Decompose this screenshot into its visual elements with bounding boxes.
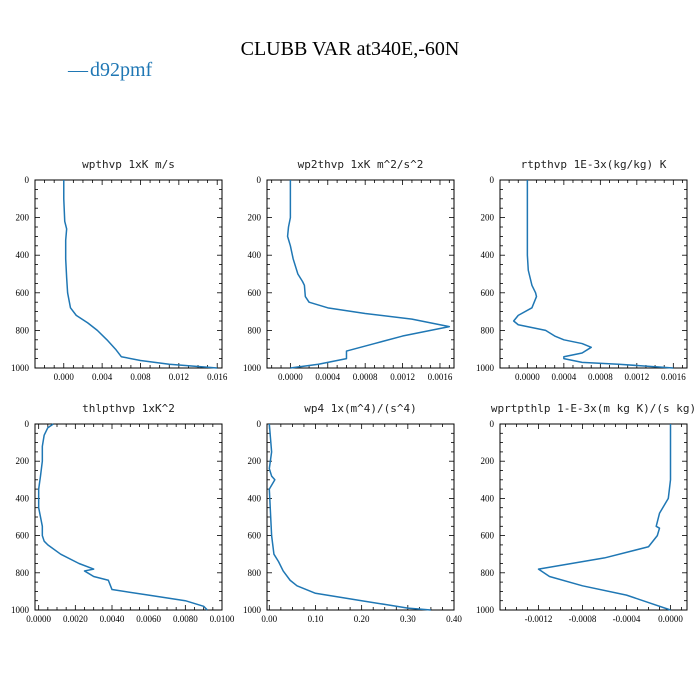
y-tick-label: 400 [481, 493, 495, 503]
x-tick-label: 0.0016 [661, 372, 686, 382]
x-tick-label: 0.004 [92, 372, 113, 382]
y-tick-label: 600 [481, 531, 495, 541]
panel-6: wprtpthlp 1-E-3x(m kg K)/(s kg) -0.0012 -0… [476, 402, 696, 624]
chart-panels: wpthvp 1xK m/s0.000 0.004 0.008 0.012 0.0160… [11, 158, 696, 624]
series-line [512, 180, 674, 369]
x-tick-label: 0.00 [261, 614, 277, 624]
y-tick-label: 0 [25, 419, 30, 429]
legend-marker: — [67, 59, 89, 81]
x-tick-label: 0.0040 [100, 614, 125, 624]
y-tick-label: 600 [16, 288, 30, 298]
y-tick-label: 400 [16, 250, 30, 260]
x-tick-label: 0.0100 [210, 614, 235, 624]
y-tick-label: 200 [481, 213, 495, 223]
x-tick-label: 0.0004 [551, 372, 576, 382]
x-tick-label: 0.0000 [278, 372, 303, 382]
x-tick-label: 0.40 [446, 614, 462, 624]
y-tick-label: 800 [481, 568, 495, 578]
x-tick-label: 0.0008 [353, 372, 378, 382]
x-tick-label: 0.0004 [315, 372, 340, 382]
x-tick-label: 0.0080 [173, 614, 198, 624]
y-tick-label: 800 [248, 325, 262, 335]
y-tick-label: 1000 [11, 605, 30, 615]
y-tick-label: 200 [16, 213, 30, 223]
y-tick-label: 0 [490, 419, 495, 429]
x-tick-label: 0.008 [130, 372, 151, 382]
panel-2: wp2thvp 1xK m^2/s^2 0.0000 0.0004 0.0008 0.0… [243, 158, 455, 382]
y-tick-label: 800 [248, 568, 262, 578]
x-tick-label: 0.20 [354, 614, 370, 624]
y-tick-label: 1000 [243, 363, 262, 373]
panel-title: rtpthvp 1E-3x(kg/kg) K [521, 158, 667, 171]
x-tick-label: -0.0008 [569, 614, 597, 624]
panel-title: wp2thvp 1xK m^2/s^2 [298, 158, 424, 171]
plot-frame [266, 179, 455, 369]
x-tick-label: 0.10 [308, 614, 324, 624]
x-tick-label: 0.0012 [624, 372, 649, 382]
legend-label: d92pmf [90, 59, 153, 81]
x-tick-label: 0.0000 [26, 614, 51, 624]
y-tick-label: 1000 [11, 363, 30, 373]
x-tick-label: 0.0000 [658, 614, 683, 624]
y-tick-label: 1000 [476, 605, 495, 615]
legend: — d92pmf [67, 59, 153, 81]
panel-1: wpthvp 1xK m/s 0.000 0.004 0.008 0.012 0.016 0… [11, 158, 228, 382]
panel-5: wp4 1x(m^4)/(s^4) 0.00 0.10 0.20 0.30 0.40 0 20… [243, 402, 462, 624]
x-tick-label: 0.0016 [428, 372, 453, 382]
plot-frame [266, 423, 455, 611]
x-tick-label: 0.0008 [588, 372, 613, 382]
y-tick-label: 400 [248, 493, 262, 503]
series-line [37, 423, 208, 611]
panel-title: wp4 1x(m^4)/(s^4) [304, 402, 417, 415]
y-tick-label: 200 [248, 456, 262, 466]
y-tick-label: 0 [490, 175, 495, 185]
y-tick-label: 400 [481, 250, 495, 260]
y-tick-label: 200 [481, 456, 495, 466]
x-tick-label: 0.0000 [515, 372, 540, 382]
x-tick-label: 0.0020 [63, 614, 88, 624]
series-line [286, 180, 451, 369]
panel-title: wpthvp 1xK m/s [82, 158, 175, 171]
panel-4: thlpthvp 1xK^2 0.0000 0.0020 0.0040 0.0060 0.… [11, 402, 235, 624]
plot-frame [34, 179, 223, 369]
x-tick-label: 0.0060 [136, 614, 161, 624]
x-tick-label: 0.0012 [390, 372, 415, 382]
y-tick-label: 200 [248, 213, 262, 223]
x-tick-label: -0.0004 [613, 614, 641, 624]
x-tick-label: -0.0012 [525, 614, 553, 624]
y-tick-label: 800 [16, 325, 30, 335]
x-tick-label: 0.30 [400, 614, 416, 624]
y-tick-label: 600 [16, 531, 30, 541]
series-line [268, 423, 431, 611]
y-tick-label: 0 [257, 175, 262, 185]
x-tick-label: 0.000 [54, 372, 75, 382]
y-tick-label: 400 [248, 250, 262, 260]
y-tick-label: 400 [16, 493, 30, 503]
y-tick-label: 800 [481, 325, 495, 335]
y-tick-label: 600 [248, 531, 262, 541]
x-tick-label: 0.012 [169, 372, 189, 382]
y-tick-label: 1000 [243, 605, 262, 615]
x-tick-label: 0.016 [207, 372, 228, 382]
panel-title: thlpthvp 1xK^2 [82, 402, 175, 415]
series-line [537, 424, 672, 611]
y-tick-label: 1000 [476, 363, 495, 373]
y-tick-label: 600 [248, 288, 262, 298]
plot-frame [34, 423, 223, 611]
y-tick-label: 0 [25, 175, 30, 185]
y-tick-label: 0 [257, 419, 262, 429]
panel-3: rtpthvp 1E-3x(kg/kg) K 0.0000 0.0004 0.0008… [476, 158, 688, 382]
y-tick-label: 800 [16, 568, 30, 578]
figure-title: CLUBB VAR at340E,-60N [241, 38, 460, 60]
series-line [63, 180, 218, 369]
y-tick-label: 200 [16, 456, 30, 466]
y-tick-label: 600 [481, 288, 495, 298]
panel-title: wprtpthlp 1-E-3x(m kg K)/(s kg) [491, 402, 696, 415]
